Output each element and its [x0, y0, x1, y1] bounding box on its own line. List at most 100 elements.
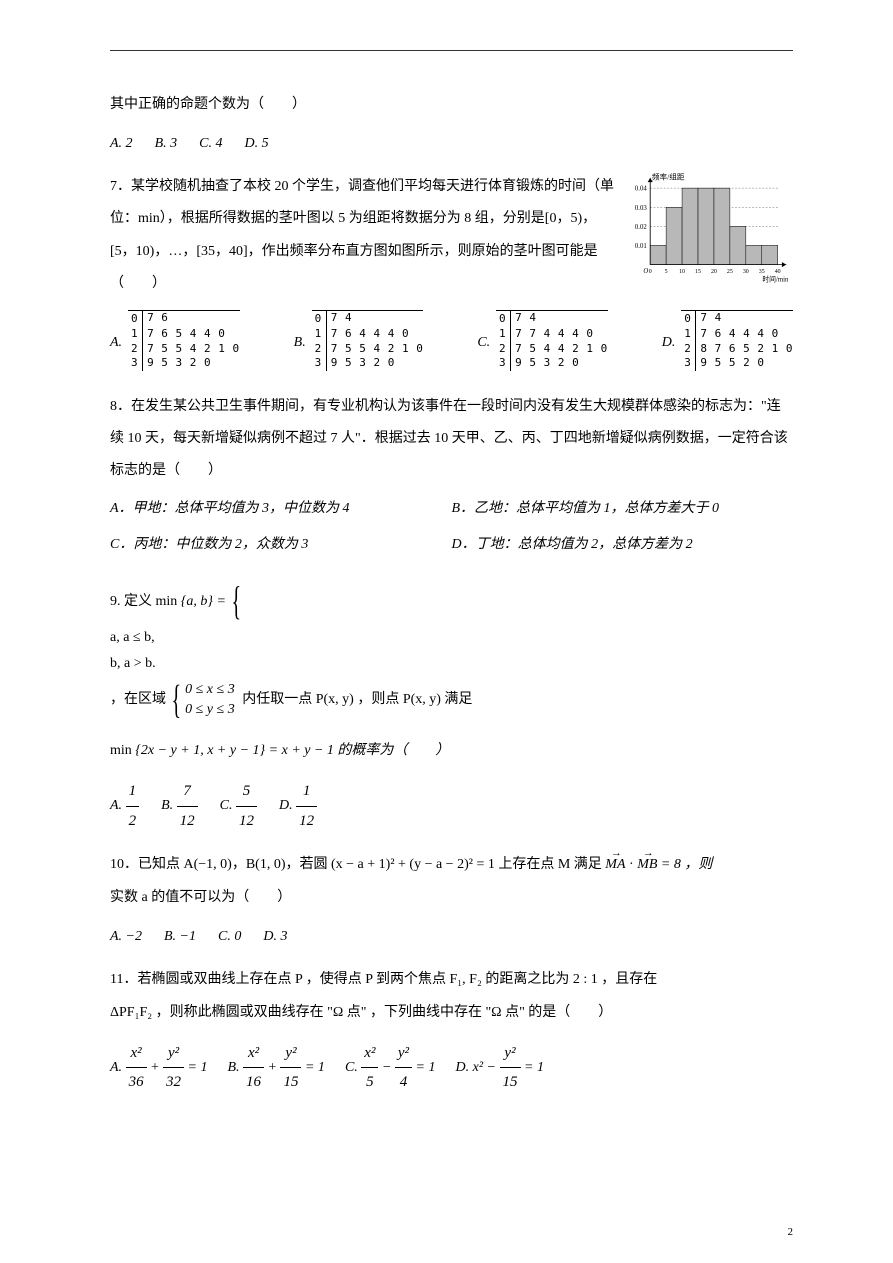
svg-text:O: O [643, 268, 648, 275]
q9-case2-rows: 0 ≤ x ≤ 3 0 ≤ y ≤ 3 [181, 678, 239, 721]
q10-dot: · [629, 857, 637, 872]
brace-icon: { [229, 556, 241, 648]
q7-opt-c: C.07 417 7 4 4 4 027 5 4 4 2 1 039 5 3 2… [477, 310, 607, 377]
q9-l2-set-inner: 2x − y + 1, x + y − 1 [141, 743, 260, 758]
q9-opt-c: C. 512 [220, 777, 257, 835]
q6-options: A. 2 B. 3 C. 4 D. 5 [110, 131, 793, 158]
question-8: 8．在发生某公共卫生事件期间，有专业机构认为该事件在一段时间内没有发生大规模群体… [110, 391, 793, 569]
stem-leaf-diagram: 07 417 6 4 4 4 028 7 6 5 2 1 039 5 5 2 0 [681, 310, 793, 371]
q8-options: A．甲地：总体平均值为 3，中位数为 4 B．乙地：总体平均值为 1，总体方差大… [110, 496, 793, 569]
q10-vec-mb: MB [637, 849, 657, 881]
q9-case1: { [229, 579, 249, 625]
q9-opt-b: B. 712 [161, 777, 198, 835]
svg-text:0.04: 0.04 [635, 186, 647, 193]
exam-page: 其中正确的命题个数为（ ） A. 2 B. 3 C. 4 D. 5 0.010.… [0, 0, 893, 1263]
stem-leaf-diagram: 07 617 6 5 4 4 027 5 5 4 2 1 039 5 3 2 0 [128, 310, 240, 371]
option-label: B. [294, 330, 306, 357]
option-label: C. [477, 330, 490, 357]
q10-opt-b: B. −1 [164, 924, 196, 951]
question-7: 0.01 0.02 0.03 0.04 0 5 10 15 20 25 30 35 40 频率/组距时间/… [110, 171, 793, 300]
question-9: 9. 定义 min {a, b} = { a, a ≤ b, b, a > b.… [110, 579, 793, 836]
q6-tail: 其中正确的命题个数为（ ） [110, 92, 793, 119]
stem-leaf-diagram: 07 417 7 4 4 4 027 5 4 4 2 1 039 5 3 2 0 [496, 310, 608, 371]
q8-opt-a-text: A．甲地：总体平均值为 3，中位数为 4 [110, 501, 350, 516]
q8-opt-a: A．甲地：总体平均值为 3，中位数为 4 [110, 496, 452, 523]
q7-opt-d: D.07 417 6 4 4 4 028 7 6 5 2 1 039 5 5 2… [662, 310, 793, 377]
q10-line1: 10．已知点 A(−1, 0)，B(1, 0)，若圆 (x − a + 1)² … [110, 849, 793, 881]
q9-tail: 内任取一点 P(x, y) ，则点 P(x, y) 满足 [242, 692, 472, 707]
question-11: 11．若椭圆或双曲线上存在点 P ，使得点 P 到两个焦点 F₁, F₂ 的距离… [110, 964, 793, 1096]
svg-text:40: 40 [775, 269, 781, 275]
q6-opt-c: C. 4 [199, 131, 222, 158]
header-rule [110, 50, 793, 52]
q11-lead: 11．若椭圆或双曲线上存在点 P ，使得点 P 到两个焦点 F₁, F₂ 的距离… [110, 964, 793, 996]
svg-text:15: 15 [695, 269, 701, 275]
svg-text:时间/min: 时间/min [762, 275, 789, 284]
svg-text:0: 0 [649, 269, 652, 275]
q9-l2-eq: = x + y − 1 的概率为（ ） [269, 743, 450, 758]
q10-vec-ma: MA [605, 849, 625, 881]
q7-histogram: 0.01 0.02 0.03 0.04 0 5 10 15 20 25 30 35 40 频率/组距时间/… [623, 171, 793, 286]
svg-text:25: 25 [727, 269, 733, 275]
svg-text:30: 30 [743, 269, 749, 275]
q9-set1: {a, b} = [181, 594, 230, 609]
q7-opt-b: B.07 417 6 4 4 4 027 5 5 4 2 1 039 5 3 2… [294, 310, 424, 377]
q9-case2b: 0 ≤ y ≤ 3 [185, 700, 235, 720]
q9-line1: 9. 定义 min {a, b} = { [110, 579, 793, 625]
q9-l2-set: {2x − y + 1, x + y − 1} [135, 743, 265, 758]
q6-opt-d: D. 5 [244, 131, 268, 158]
q11-opt-a: A. x²36 + y²32 = 1 [110, 1039, 207, 1097]
option-label: A. [110, 330, 122, 357]
q8-opt-c-text: C．丙地：中位数为 2，众数为 3 [110, 537, 308, 552]
q10-opt-d: D. 3 [263, 924, 287, 951]
svg-text:10: 10 [679, 269, 685, 275]
q11-line2: ΔPF₁F₂ ，则称此椭圆或双曲线存在 "Ω 点" ，下列曲线中存在 "Ω 点"… [110, 997, 793, 1029]
q10-opt-c: C. 0 [218, 924, 241, 951]
brace-icon: { [170, 656, 182, 742]
svg-text:0.03: 0.03 [635, 205, 647, 212]
q9-l2-pre: min [110, 743, 132, 758]
q10-lead: 10．已知点 A(−1, 0)，B(1, 0)，若圆 (x − a + 1)² … [110, 857, 605, 872]
q9-options: A. 12 B. 712 C. 512 D. 112 [110, 777, 793, 835]
q9-mid: ，在区域 [110, 692, 170, 707]
option-label: D. [662, 330, 676, 357]
q7-opt-a: A.07 617 6 5 4 4 027 5 5 4 2 1 039 5 3 2… [110, 310, 240, 377]
q9-case2: { 0 ≤ x ≤ 3 0 ≤ y ≤ 3 [170, 678, 239, 721]
svg-text:20: 20 [711, 269, 717, 275]
q10-eq: = 8 ，则 [661, 857, 712, 872]
q9-case1-rows [241, 579, 249, 625]
svg-text:0.02: 0.02 [635, 224, 647, 231]
svg-text:5: 5 [665, 269, 668, 275]
q9-case1a: a, a ≤ b, [110, 625, 793, 652]
q9-set1-inner: a, b [186, 594, 207, 609]
question-10: 10．已知点 A(−1, 0)，B(1, 0)，若圆 (x − a + 1)² … [110, 849, 793, 950]
q9-lead: 9. 定义 min [110, 594, 177, 609]
q9-case1b: b, a > b. [110, 651, 793, 678]
q11-opt-d: D. x² − y²15 = 1 [456, 1039, 544, 1097]
q8-lead: 8．在发生某公共卫生事件期间，有专业机构认为该事件在一段时间内没有发生大规模群体… [110, 391, 793, 488]
svg-text:35: 35 [759, 269, 765, 275]
q9-line2: min {2x − y + 1, x + y − 1} = x + y − 1 … [110, 735, 793, 767]
q8-opt-b: B．乙地：总体平均值为 1，总体方差大于 0 [452, 496, 794, 523]
q9-opt-d: D. 112 [279, 777, 317, 835]
q10-opt-a: A. −2 [110, 924, 142, 951]
q11-opt-c: C. x²5 − y²4 = 1 [345, 1039, 436, 1097]
q6-opt-a: A. 2 [110, 131, 133, 158]
q8-opt-d: D．丁地：总体均值为 2，总体方差为 2 [452, 532, 794, 559]
q8-opt-c: C．丙地：中位数为 2，众数为 3 [110, 532, 452, 559]
q11-opt-b: B. x²16 + y²15 = 1 [227, 1039, 324, 1097]
q10-options: A. −2 B. −1 C. 0 D. 3 [110, 924, 793, 951]
q8-opt-d-text: D．丁地：总体均值为 2，总体方差为 2 [452, 537, 693, 552]
page-number: 2 [788, 1222, 794, 1243]
q6-opt-b: B. 3 [155, 131, 178, 158]
svg-text:频率/组距: 频率/组距 [652, 172, 685, 182]
svg-text:0.01: 0.01 [635, 243, 647, 250]
q9-opt-a: A. 12 [110, 777, 139, 835]
q9-case2a: 0 ≤ x ≤ 3 [185, 680, 235, 700]
q10-line2: 实数 a 的值不可以为（ ） [110, 882, 793, 914]
q11-options: A. x²36 + y²32 = 1 B. x²16 + y²15 = 1 C. x… [110, 1039, 793, 1097]
histogram-svg: 0.01 0.02 0.03 0.04 0 5 10 15 20 25 30 35 40 频率/组距时间/… [623, 171, 793, 286]
q7-options-row: A.07 617 6 5 4 4 027 5 5 4 2 1 039 5 3 2… [110, 310, 793, 377]
stem-leaf-diagram: 07 417 6 4 4 4 027 5 5 4 2 1 039 5 3 2 0 [312, 310, 424, 371]
q8-opt-b-text: B．乙地：总体平均值为 1，总体方差大于 0 [452, 501, 720, 516]
